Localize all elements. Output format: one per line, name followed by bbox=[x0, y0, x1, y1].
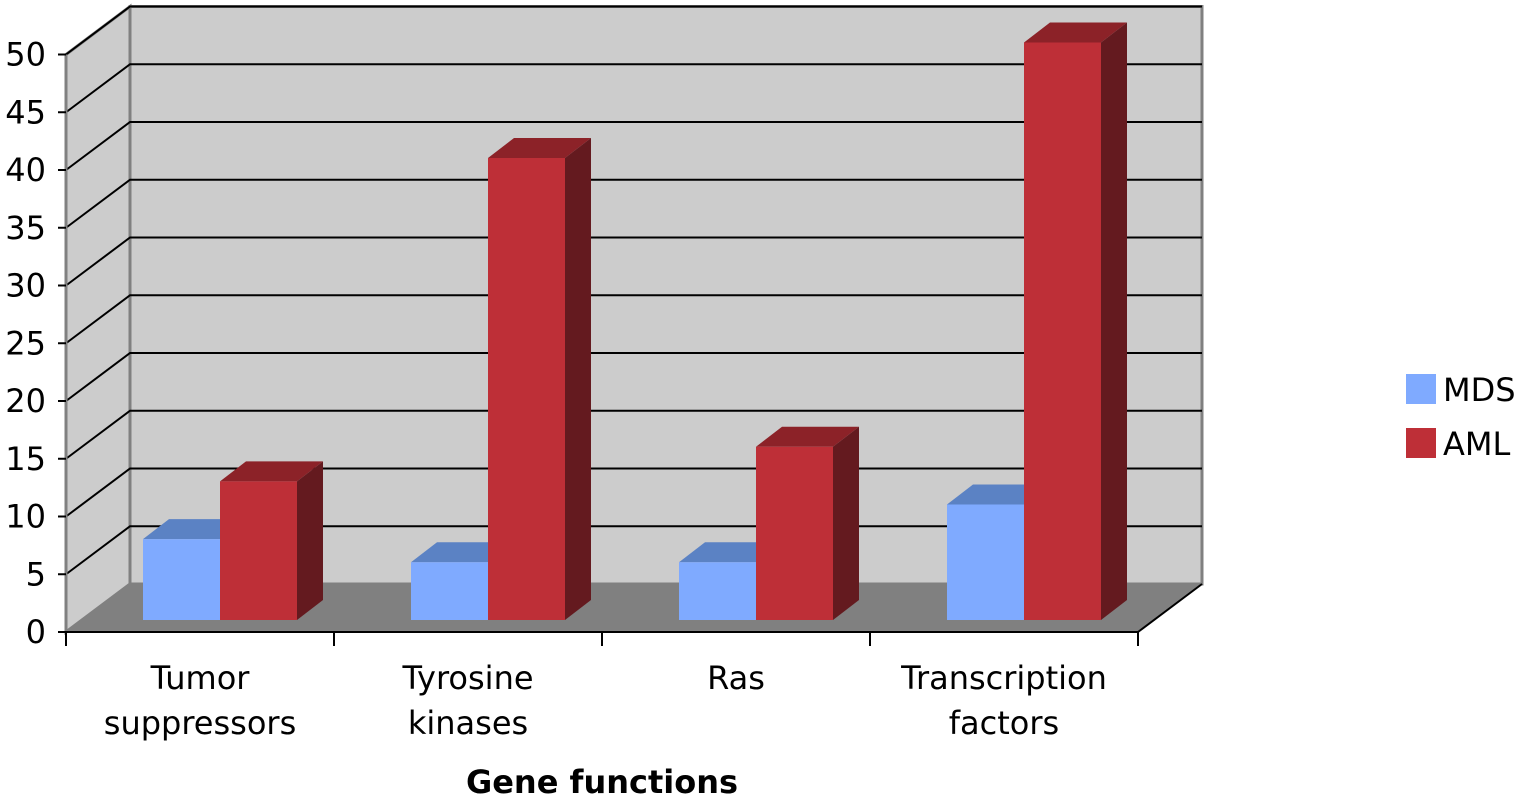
bar-top bbox=[1024, 22, 1127, 43]
y-tick-label: 35 bbox=[5, 209, 46, 247]
floor-plane bbox=[66, 584, 1202, 632]
x-axis-title: Gene functions bbox=[466, 763, 738, 800]
bar-top bbox=[488, 138, 591, 158]
legend-swatch bbox=[1406, 428, 1436, 458]
bar-side bbox=[833, 426, 859, 620]
bar-top bbox=[220, 461, 323, 482]
gridline bbox=[65, 63, 1202, 114]
bar-front bbox=[679, 562, 756, 620]
y-tick-label: 20 bbox=[5, 382, 46, 420]
floor-edge bbox=[1137, 583, 1203, 633]
gridline bbox=[65, 294, 1202, 345]
x-category-label: Transcription factors bbox=[900, 659, 1107, 742]
bar-aml-1 bbox=[488, 138, 591, 620]
bar-aml-2 bbox=[756, 426, 859, 620]
gridline bbox=[65, 178, 1202, 229]
bar-top bbox=[756, 426, 859, 447]
bar-front bbox=[411, 562, 488, 620]
bar-side bbox=[297, 461, 323, 620]
bar-front bbox=[488, 158, 565, 620]
bar-front bbox=[143, 539, 220, 620]
bar-front bbox=[1024, 42, 1101, 620]
legend-label: AML bbox=[1443, 425, 1511, 463]
y-tick-label: 45 bbox=[5, 93, 46, 131]
x-category-label: Ras bbox=[707, 659, 765, 697]
bar-aml-3 bbox=[1024, 22, 1127, 620]
y-tick-label: 5 bbox=[26, 555, 46, 593]
y-tick-label: 0 bbox=[26, 613, 46, 651]
gridline bbox=[65, 352, 1202, 402]
y-tick-label: 30 bbox=[5, 267, 46, 305]
y-tick-label: 40 bbox=[5, 151, 46, 189]
gridline bbox=[65, 5, 1202, 56]
y-tick-label: 50 bbox=[5, 36, 46, 74]
y-axis-ticks: 0 5 10 15 20 25 30 35 40 45 50 bbox=[5, 36, 66, 651]
gridlines bbox=[65, 5, 1202, 576]
bar-front bbox=[947, 504, 1024, 620]
bars bbox=[143, 22, 1127, 620]
gridline bbox=[65, 409, 1202, 460]
bar-front bbox=[756, 446, 833, 620]
bar-side bbox=[565, 138, 591, 620]
bar-side bbox=[1101, 22, 1127, 620]
x-axis-categories: Tumor suppressors Tyrosine kinases Ras Transc… bbox=[104, 659, 1107, 742]
bar-front bbox=[220, 481, 297, 620]
x-category-label: Tumor suppressors bbox=[104, 659, 296, 742]
legend-swatch bbox=[1406, 374, 1436, 404]
x-category-label: Tyrosine kinases bbox=[401, 659, 533, 742]
bar-aml-0 bbox=[220, 461, 323, 620]
y-tick-label: 10 bbox=[5, 498, 46, 536]
y-tick-label: 25 bbox=[5, 324, 46, 362]
gridline bbox=[65, 121, 1202, 171]
chart-floor bbox=[66, 584, 1202, 632]
y-tick-label: 15 bbox=[5, 440, 46, 478]
legend-label: MDS bbox=[1443, 371, 1516, 409]
gridline bbox=[65, 236, 1202, 287]
legend: MDS AML bbox=[1406, 371, 1516, 463]
